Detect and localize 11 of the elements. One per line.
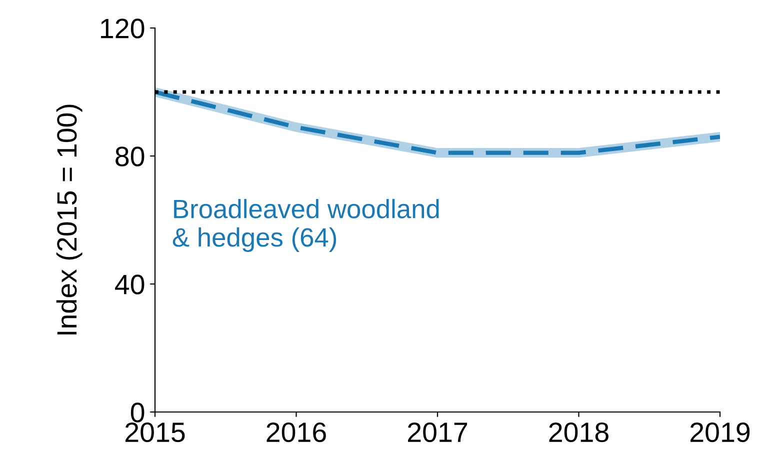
x-tick-label: 2019 [690,422,750,442]
x-tick-label: 2017 [408,422,468,442]
x-tick-label: 2018 [549,422,608,442]
y-tick-label: 80 [116,146,144,166]
y-tick-label: 120 [101,18,144,38]
x-tick-label: 2016 [266,422,326,442]
series-label: Broadleaved woodland & hedges (64) [172,198,439,252]
y-tick-label: 0 [130,402,144,422]
y-tick-label: 40 [115,274,144,294]
y-axis-title: Index (2015 = 100) [56,104,82,334]
x-tick-label: 2015 [126,422,185,442]
